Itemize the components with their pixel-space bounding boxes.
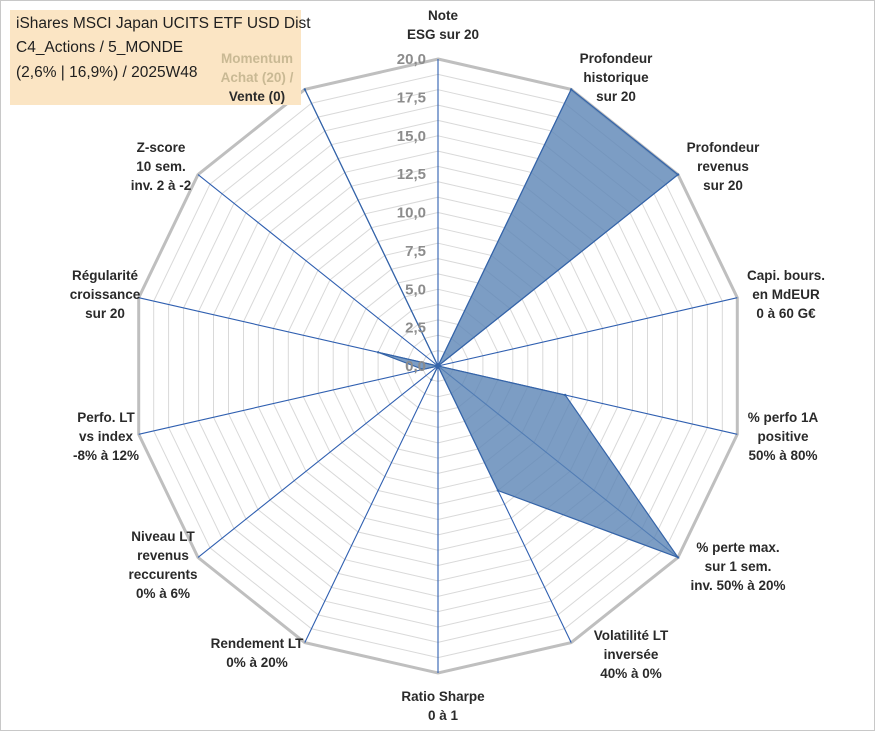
tick-label: 20,0 xyxy=(397,51,426,68)
data-point xyxy=(570,88,573,91)
axis-label-line: sur 1 sem. xyxy=(704,559,772,574)
axis-label-line: 50% à 80% xyxy=(748,448,818,463)
axis-label-line: Rendement LT xyxy=(210,636,304,651)
data-point xyxy=(676,173,680,176)
tick-label: 2,5 xyxy=(405,320,426,337)
axis-label-line: Volatilité LT xyxy=(593,628,669,643)
radar-series xyxy=(303,88,680,559)
axis-label-line: Momentum xyxy=(221,51,293,66)
axis-label-line: inv. 2 à -2 xyxy=(130,178,192,193)
radar-ticks: 0,0 2,5 5,0 7,5 10,0 12,5 15,0 17,5 20,0 xyxy=(397,51,426,375)
axis-label-esg: Note ESG sur 20 xyxy=(385,6,501,44)
axis-spoke xyxy=(304,365,439,643)
axis-label-line: 0% à 20% xyxy=(226,655,288,670)
axis-label-volatilite: Volatilité LT inversée 40% à 0% xyxy=(571,626,691,683)
axis-label-line: Profondeur xyxy=(579,51,653,66)
axis-label-line: 0% à 6% xyxy=(135,586,191,601)
axis-spoke xyxy=(138,365,439,435)
data-point xyxy=(436,364,440,368)
axis-label-regularite: Régularité croissance sur 20 xyxy=(45,266,165,323)
axis-label-line: croissance xyxy=(69,287,141,302)
axis-label-capitalisation: Capi. bours. en MdEUR 0 à 60 G€ xyxy=(731,266,841,323)
axis-label-line: Capi. bours. xyxy=(746,268,825,283)
axis-label-line: positive xyxy=(757,429,809,444)
fund-stats: (2,6% | 16,9%) / 2025W48 xyxy=(16,64,198,81)
axis-label-perte-max: % perte max. sur 1 sem. inv. 50% à 20% xyxy=(673,538,803,595)
axis-label-line: -8% à 12% xyxy=(72,448,140,463)
tick-label: 7,5 xyxy=(405,243,426,260)
axis-label-line: en MdEUR xyxy=(752,287,820,302)
axis-label-momentum: Momentum Achat (20) / Vente (0) xyxy=(197,49,317,106)
axis-label-line: ESG sur 20 xyxy=(406,27,480,42)
axis-label-line: sur 20 xyxy=(85,306,125,321)
data-point xyxy=(303,88,306,91)
tick-label: 5,0 xyxy=(405,281,426,298)
axis-label-profondeur-historique: Profondeur historique sur 20 xyxy=(556,49,676,106)
data-point xyxy=(430,378,433,381)
axis-label-line: 40% à 0% xyxy=(600,666,662,681)
fund-info-box: iShares MSCI Japan UCITS ETF USD Dist C4… xyxy=(10,10,311,105)
axis-label-perfo-1a: % perfo 1A positive 50% à 80% xyxy=(723,408,843,465)
axis-label-niveau-revenus: Niveau LT revenus reccurents 0% à 6% xyxy=(104,527,222,603)
axis-label-line: Profondeur xyxy=(686,140,760,155)
axis-label-line: 10 sem. xyxy=(136,159,186,174)
axis-label-line: sur 20 xyxy=(596,89,636,104)
axis-label-line: Z-score xyxy=(136,140,186,155)
data-point xyxy=(496,489,500,492)
tick-label: 10,0 xyxy=(397,205,426,222)
tick-label: 15,0 xyxy=(397,128,426,145)
axis-spoke xyxy=(437,297,738,367)
tick-label: 17,5 xyxy=(397,89,426,106)
axis-label-line: 0 à 60 G€ xyxy=(756,306,816,321)
data-point xyxy=(676,556,680,559)
axis-spoke xyxy=(197,365,439,558)
axis-label-line: Perfo. LT xyxy=(77,410,135,425)
axis-label-ratio-sharpe: Ratio Sharpe 0 à 1 xyxy=(385,687,501,725)
axis-label-line: Régularité xyxy=(71,268,139,283)
axis-label-line: Achat (20) / xyxy=(220,70,294,85)
data-point xyxy=(421,368,425,371)
axis-label-line: Ratio Sharpe xyxy=(401,689,485,704)
axis-label-rendement: Rendement LT 0% à 20% xyxy=(197,634,317,672)
tick-label: 0,0 xyxy=(405,358,426,375)
fund-category: C4_Actions / 5_MONDE xyxy=(16,39,184,56)
axis-label-line: Vente (0) xyxy=(228,89,286,104)
axis-label-line: % perte max. xyxy=(696,540,780,555)
axis-label-line: historique xyxy=(583,70,649,85)
axis-label-line: Note xyxy=(428,8,458,23)
axis-label-line: inversée xyxy=(603,647,659,662)
axis-label-z-score: Z-score 10 sem. inv. 2 à -2 xyxy=(106,138,216,195)
axis-label-line: revenus xyxy=(697,159,749,174)
axis-label-line: sur 20 xyxy=(703,178,743,193)
axis-label-profondeur-revenus: Profondeur revenus sur 20 xyxy=(663,138,783,195)
axis-label-line: % perfo 1A xyxy=(747,410,819,425)
data-point xyxy=(564,393,567,397)
axis-label-line: vs index xyxy=(78,429,134,444)
tick-label: 12,5 xyxy=(397,166,426,183)
axis-label-line: 0 à 1 xyxy=(427,708,459,723)
axis-label-line: reccurents xyxy=(128,567,198,582)
axis-label-line: Niveau LT xyxy=(131,529,195,544)
axis-label-line: inv. 50% à 20% xyxy=(690,578,786,593)
fund-title: iShares MSCI Japan UCITS ETF USD Dist xyxy=(16,15,311,32)
series-area xyxy=(304,88,680,559)
axis-label-line: revenus xyxy=(137,548,189,563)
data-point xyxy=(376,351,380,354)
axis-spoke xyxy=(197,174,439,367)
axis-label-perfo-lt: Perfo. LT vs index -8% à 12% xyxy=(48,408,164,465)
